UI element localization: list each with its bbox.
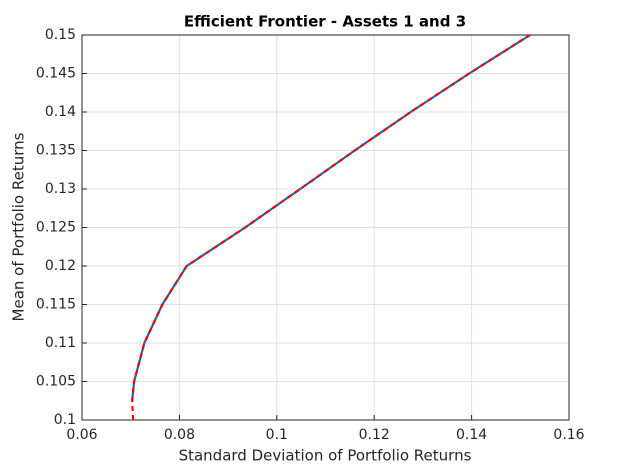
y-tick-label: 0.14	[45, 104, 76, 120]
y-tick-label: 0.11	[45, 335, 76, 351]
x-tick-label: 0.06	[66, 427, 97, 443]
y-tick-label: 0.125	[36, 220, 76, 236]
x-tick-label: 0.1	[266, 427, 288, 443]
y-tick-label: 0.115	[36, 297, 76, 313]
x-tick-label: 0.12	[359, 427, 390, 443]
y-tick-label: 0.15	[45, 27, 76, 43]
y-tick-label: 0.13	[45, 181, 76, 197]
y-tick-label: 0.145	[36, 66, 76, 82]
y-tick-label: 0.1	[54, 412, 76, 428]
series-line	[131, 34, 531, 421]
axes-box	[81, 34, 570, 421]
x-tick-label: 0.16	[553, 427, 584, 443]
chart-title: Efficient Frontier - Assets 1 and 3	[184, 13, 466, 31]
y-tick-label: 0.12	[45, 258, 76, 274]
x-tick-label: 0.14	[456, 427, 487, 443]
y-tick-label: 0.105	[36, 374, 76, 390]
x-tick-label: 0.08	[164, 427, 195, 443]
y-axis-label: Mean of Portfolio Returns	[10, 132, 28, 321]
x-axis-label: Standard Deviation of Portfolio Returns	[179, 447, 472, 465]
y-tick-label: 0.135	[36, 143, 76, 159]
